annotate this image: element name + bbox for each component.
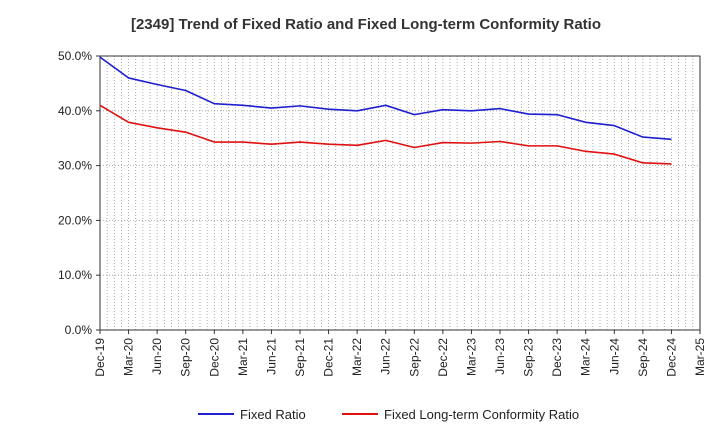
series-line-fixed-ratio [99,56,672,141]
x-tick-label: Dec-21 [322,338,336,377]
legend: Fixed Ratio Fixed Long-term Conformity Ra… [198,407,579,422]
x-tick-label: Sep-20 [179,338,193,377]
x-axis-ticks: Dec-19 Mar-20 Jun-20 Sep-20 Dec-20 Mar-21 Jun-… [93,330,707,377]
y-tick-label: 0.0% [65,323,93,337]
y-tick-label: 20.0% [58,213,92,227]
x-tick-label: Sep-23 [522,338,536,377]
x-tick-label: Dec-22 [436,338,450,377]
y-tick-label: 10.0% [58,268,92,282]
y-tick-label: 30.0% [58,159,92,173]
x-tick-label: Dec-19 [93,338,107,377]
x-tick-label: Mar-22 [350,338,364,376]
legend-label: Fixed Long-term Conformity Ratio [384,407,579,422]
series-lines [99,56,672,165]
x-tick-label: Jun-20 [150,338,164,375]
x-tick-label: Mar-24 [579,338,593,376]
plot-area [99,55,701,331]
y-tick-label: 50.0% [58,49,92,63]
x-tick-label: Sep-22 [407,338,421,377]
x-tick-label: Jun-22 [379,338,393,375]
x-tick-label: Jun-23 [493,338,507,375]
x-tick-label: Dec-24 [664,338,678,377]
x-tick-label: Mar-20 [122,338,136,376]
chart-title: [2349] Trend of Fixed Ratio and Fixed Lo… [131,16,601,33]
x-tick-label: Mar-25 [693,338,707,376]
x-tick-label: Jun-21 [264,338,278,375]
y-tick-label: 40.0% [58,104,92,118]
series-line-fixed-long-term-conformity-ratio [99,104,672,165]
x-tick-label: Sep-21 [293,338,307,377]
x-tick-label: Dec-23 [550,338,564,377]
x-tick-label: Mar-23 [464,338,478,376]
y-axis-ticks: 0.0% 10.0% 20.0% 30.0% 40.0% 50.0% [58,49,100,337]
x-tick-label: Sep-24 [636,338,650,377]
legend-label: Fixed Ratio [240,407,306,422]
x-tick-label: Jun-24 [607,338,621,375]
grid-lines [100,56,700,330]
x-tick-label: Mar-21 [236,338,250,376]
x-tick-label: Dec-20 [207,338,221,377]
